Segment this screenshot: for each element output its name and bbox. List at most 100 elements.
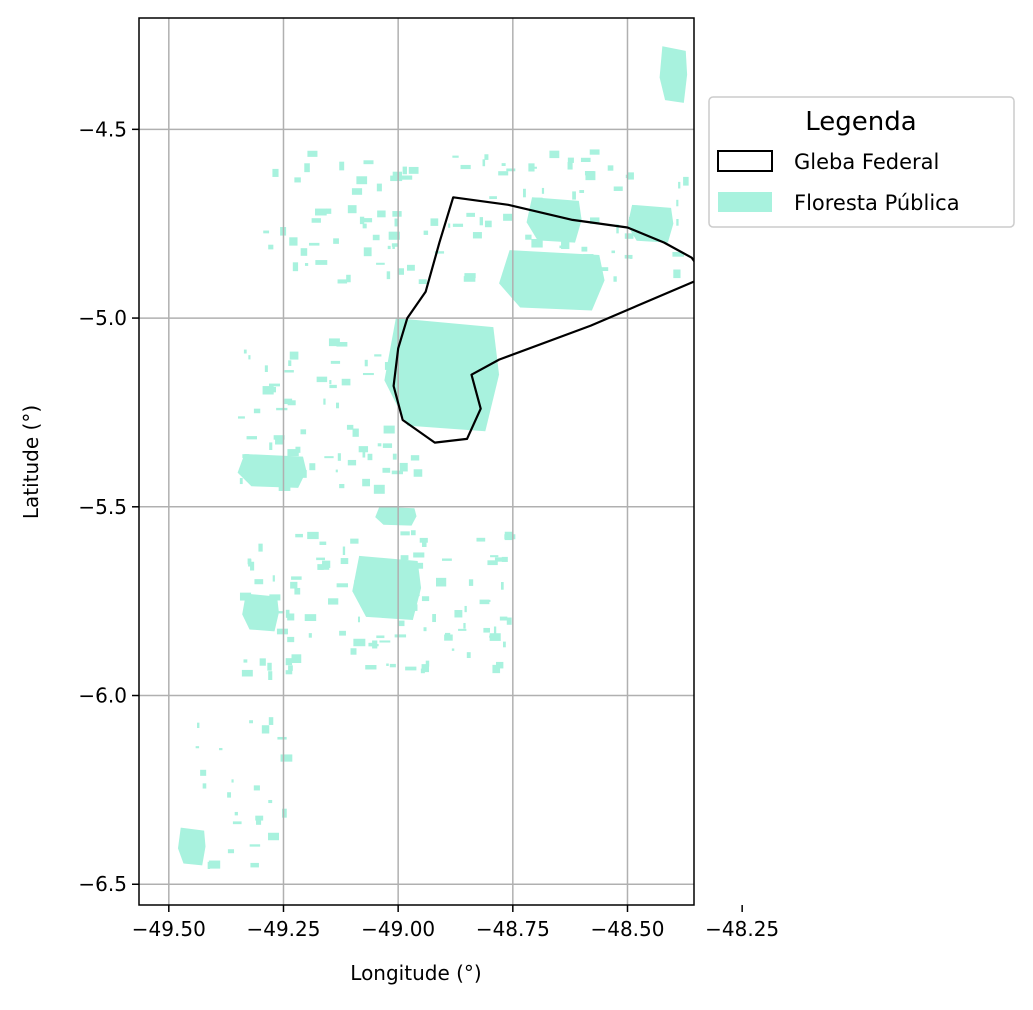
forest-fragment-6: [388, 231, 400, 240]
forest-fragment-65: [611, 250, 616, 254]
forest-fragment-269: [504, 534, 516, 540]
forest-fragment-72: [616, 224, 619, 234]
forest-fragment-111: [394, 218, 398, 227]
forest-fragment-281: [489, 633, 501, 641]
forest-fragment-284: [276, 628, 288, 635]
forest-fragment-43: [304, 163, 310, 173]
x-tick-label: −49.25: [246, 917, 320, 941]
forest-fragment-271: [479, 599, 490, 605]
legend-label-floresta-publica: Floresta Pública: [794, 191, 960, 215]
forest-fragment-41: [613, 186, 623, 191]
forest-fragment-79: [307, 150, 318, 157]
forest-area-9: [237, 453, 307, 488]
forest-fragment-218: [243, 659, 248, 663]
forest-fragment-324: [268, 799, 273, 804]
forest-fragment-203: [499, 616, 508, 621]
forest-fragment-321: [268, 717, 274, 725]
forest-fragment-247: [415, 562, 424, 569]
forest-fragment-159: [253, 408, 261, 414]
forest-fragment-308: [451, 648, 455, 651]
forest-fragment-59: [678, 181, 681, 189]
x-tick-label: −48.25: [705, 917, 779, 941]
forest-fragment-227: [376, 635, 385, 639]
x-axis-label: Longitude (°): [350, 961, 481, 985]
forest-fragment-184: [335, 402, 340, 409]
forest-fragment-24: [347, 205, 357, 214]
forest-fragment-5: [311, 218, 321, 223]
forest-fragment-168: [382, 443, 393, 448]
forest-fragment-44: [363, 247, 372, 257]
forest-fragment-149: [413, 469, 423, 477]
forest-fragment-109: [637, 206, 649, 216]
forest-area-5: [375, 506, 417, 526]
forest-fragment-60: [392, 171, 402, 181]
forest-fragment-91: [387, 245, 391, 250]
forest-fragment-96: [359, 216, 365, 225]
forest-fragment-130: [347, 459, 357, 466]
forest-fragment-307: [487, 560, 498, 566]
forest-fragment-112: [386, 271, 391, 280]
forest-fragment-63: [408, 166, 419, 174]
forest-fragment-277: [339, 630, 346, 636]
forest-fragment-129: [401, 175, 413, 180]
forest-fragment-13: [581, 246, 588, 252]
forest-fragment-36: [315, 208, 327, 216]
forest-fragment-108: [702, 216, 708, 221]
forest-fragment-303: [322, 560, 331, 568]
forest-fragment-236: [397, 620, 405, 627]
forest-fragment-110: [702, 264, 710, 271]
forest-fragment-45: [376, 183, 382, 192]
forest-fragment-83: [676, 218, 679, 226]
forest-fragment-243: [464, 605, 467, 613]
forest-fragment-298: [379, 640, 391, 643]
forest-fragment-252: [454, 610, 463, 618]
forest-fragment-66: [372, 234, 380, 241]
forest-fragment-0: [561, 240, 570, 250]
forest-fragment-162: [409, 372, 420, 377]
forest-fragment-276: [359, 578, 372, 585]
forest-fragment-261: [342, 546, 346, 556]
forest-fragment-145: [329, 380, 332, 385]
forest-fragment-124: [505, 279, 516, 282]
forest-fragment-205: [422, 541, 427, 547]
forest-fragment-142: [346, 424, 354, 430]
forest-fragment-274: [403, 606, 414, 615]
forest-fragment-212: [468, 579, 474, 586]
forest-fragment-1: [572, 191, 576, 200]
forest-fragment-224: [353, 638, 366, 647]
forest-fragment-100: [629, 255, 633, 259]
forest-fragment-198: [362, 450, 366, 458]
forest-fragment-98: [454, 223, 458, 227]
forest-fragment-51: [531, 238, 543, 248]
forest-fragment-263: [260, 620, 264, 624]
forest-fragment-196: [239, 478, 243, 485]
forest-fragment-170: [410, 455, 420, 461]
forest-fragment-334: [249, 720, 253, 724]
forest-fragment-300: [405, 666, 417, 671]
forest-fragment-77: [392, 245, 395, 249]
forest-fragment-172: [383, 425, 395, 434]
forest-area-4: [177, 827, 206, 866]
forest-fragment-67: [289, 237, 298, 246]
forest-fragment-20: [484, 154, 489, 160]
forest-fragment-136: [400, 395, 405, 404]
forest-fragment-185: [243, 349, 247, 354]
forest-fragment-248: [365, 665, 377, 670]
y-tick-label: −6.0: [78, 684, 127, 708]
forest-fragment-237: [268, 671, 273, 681]
forest-fragment-283: [503, 641, 506, 648]
forest-fragment-85: [464, 273, 476, 279]
forest-fragment-179: [242, 454, 250, 458]
forest-fragment-195: [324, 456, 334, 459]
forest-fragment-210: [494, 557, 507, 562]
forest-fragment-178: [309, 463, 316, 471]
forest-fragment-166: [336, 341, 348, 347]
forest-fragment-233: [250, 561, 255, 571]
forest-fragment-214: [400, 555, 409, 561]
forest-fragment-268: [336, 583, 349, 588]
x-tick-label: −49.00: [361, 917, 435, 941]
forest-fragment-204: [277, 611, 285, 614]
forest-fragment-55: [339, 161, 345, 171]
forest-fragment-176: [337, 453, 341, 461]
forest-fragment-27: [402, 166, 407, 175]
